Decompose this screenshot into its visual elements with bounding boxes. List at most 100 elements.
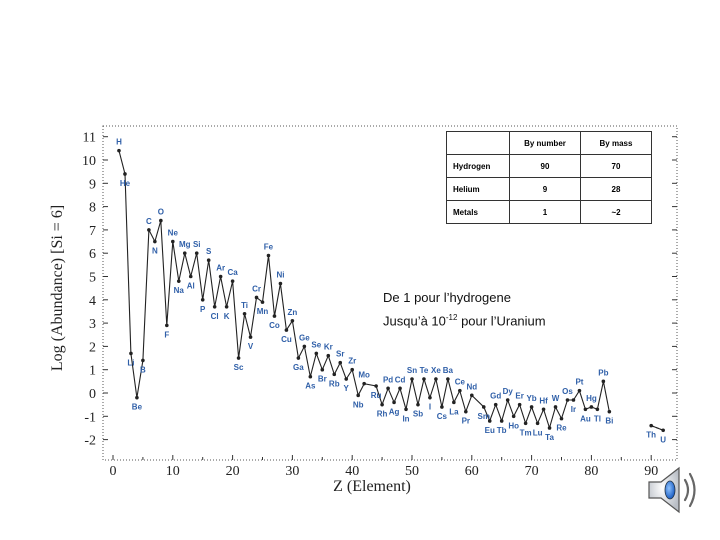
data-point (290, 318, 295, 323)
element-label: Mg (179, 240, 191, 249)
data-point (416, 402, 420, 407)
element-label: Rh (377, 410, 388, 419)
element-label: Sc (234, 363, 244, 372)
element-label: Cd (395, 375, 406, 384)
data-point (559, 416, 564, 421)
data-point (607, 409, 612, 414)
data-point (171, 239, 175, 244)
data-point (165, 323, 169, 328)
data-point (362, 381, 366, 386)
note-line-2: Jusqu’à 10-12 pour l’Uranium (383, 313, 546, 328)
element-label: S (206, 247, 212, 256)
table-row: Hydrogen 90 70 (446, 154, 652, 178)
data-point (380, 402, 384, 407)
y-tick-label: 0 (89, 387, 96, 402)
y-tick-label: 2 (89, 340, 96, 355)
element-label: Re (556, 424, 567, 433)
table-cell: 90 (509, 154, 581, 178)
data-point (535, 421, 540, 426)
element-label: Ir (571, 405, 576, 414)
data-point (422, 377, 426, 381)
element-label: U (660, 435, 666, 444)
element-label: Er (515, 392, 523, 401)
data-point (392, 400, 396, 405)
data-point (153, 239, 157, 244)
x-tick-label: 30 (285, 464, 299, 479)
data-point (410, 377, 414, 381)
element-label: Pr (462, 417, 470, 426)
data-point (523, 421, 528, 426)
element-label: B (140, 365, 146, 374)
element-label: Al (187, 282, 195, 291)
element-label: Au (580, 414, 591, 423)
element-label: Si (193, 240, 201, 249)
table-header-cell: By mass (580, 131, 652, 155)
element-label: Ba (443, 366, 454, 375)
element-label: Eu (485, 426, 495, 435)
element-label: In (402, 414, 409, 423)
element-label: Pt (575, 378, 583, 387)
data-point (398, 386, 402, 391)
y-tick-label: 6 (89, 247, 96, 262)
y-axis-label: Log (Abundance) [Si = 6] (49, 205, 66, 371)
data-point (302, 344, 307, 349)
element-label: Zn (288, 308, 298, 317)
data-point (123, 172, 127, 176)
element-label: V (248, 342, 254, 351)
data-point (446, 377, 450, 381)
element-label: Zr (348, 357, 356, 366)
element-label: Br (318, 375, 327, 384)
data-point (308, 374, 313, 379)
element-label: Tl (594, 414, 601, 423)
element-label: Cu (281, 335, 292, 344)
x-tick-label: 50 (405, 464, 419, 479)
data-point (458, 388, 462, 393)
data-point (278, 281, 283, 286)
table-row: Metals 1 ~2 (446, 200, 652, 224)
data-point (296, 356, 301, 360)
table-cell: 28 (580, 177, 652, 201)
note-line-2-prefix: Jusqu’à 10 (383, 313, 446, 329)
element-label: Sn (407, 366, 417, 375)
data-point (135, 395, 139, 400)
y-tick-label: -1 (84, 410, 96, 425)
data-point (386, 386, 390, 391)
data-point (176, 279, 181, 283)
x-tick-label: 90 (644, 464, 658, 479)
speaker-icon[interactable] (645, 462, 701, 518)
x-tick-label: 0 (110, 464, 117, 479)
element-label: Ru (371, 391, 382, 400)
data-point (117, 148, 121, 153)
element-label: Cs (437, 412, 448, 421)
data-point (248, 335, 253, 339)
note-exponent: -12 (445, 313, 458, 322)
element-label: Ne (168, 229, 179, 238)
data-point (529, 405, 534, 409)
element-label: Pb (598, 368, 608, 377)
element-label: Ti (241, 301, 248, 310)
data-point (493, 402, 498, 407)
element-label: Pd (383, 375, 393, 384)
element-label: Cr (252, 284, 261, 293)
element-label: Dy (503, 387, 514, 396)
element-label: Ho (508, 421, 519, 430)
table-cell: ~2 (580, 200, 652, 224)
element-label: Sb (413, 410, 423, 419)
data-point (464, 409, 468, 414)
data-point (661, 428, 665, 433)
element-label: K (224, 312, 230, 321)
element-label: La (449, 407, 459, 416)
y-tick-label: -2 (84, 434, 96, 449)
data-point (260, 300, 265, 304)
element-label: Fe (264, 243, 274, 252)
table-cell: 70 (580, 154, 652, 178)
data-point (517, 402, 522, 407)
x-tick-label: 20 (226, 464, 240, 479)
x-tick-label: 70 (525, 464, 539, 479)
x-tick-label: 80 (584, 464, 598, 479)
data-point (206, 258, 211, 262)
data-point (440, 405, 444, 409)
element-label: Nb (353, 400, 364, 409)
data-point (571, 398, 576, 402)
data-point (332, 372, 337, 377)
